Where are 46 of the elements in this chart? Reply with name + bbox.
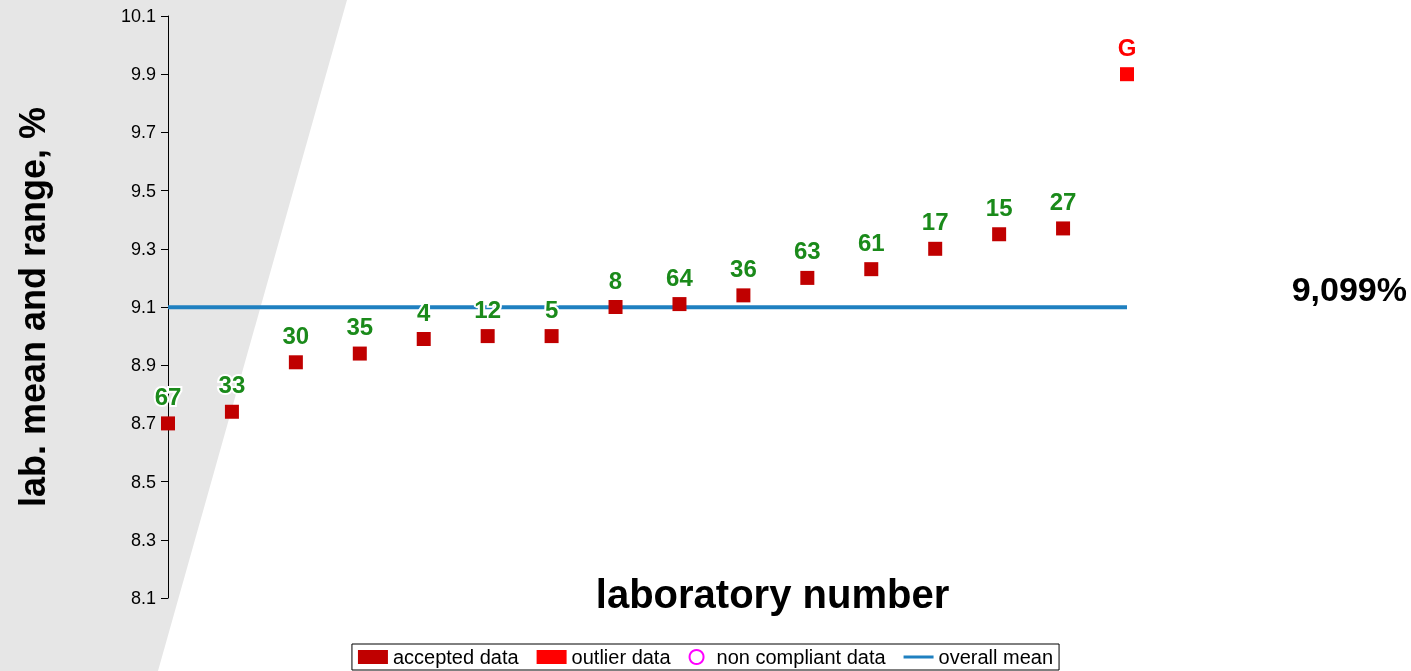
point — [1056, 221, 1071, 236]
legend-label: non compliant data — [716, 646, 887, 668]
x-tick-label: 35 — [346, 313, 374, 341]
point — [672, 297, 687, 312]
point — [864, 262, 879, 277]
point — [480, 329, 495, 344]
x-tick-label: 64 — [666, 263, 694, 291]
point — [800, 270, 815, 285]
y-tick-label: 9.3 — [130, 238, 156, 259]
legend-label: overall mean — [938, 646, 1054, 668]
legend-label: accepted data — [392, 646, 520, 668]
y-tick-label: 8.7 — [130, 413, 156, 434]
legend-label: outlier data — [571, 646, 672, 668]
point — [161, 416, 175, 431]
y-tick-label: 9.9 — [130, 64, 156, 85]
point — [544, 329, 559, 344]
y-tick-label: 10.1 — [120, 6, 156, 26]
y-axis-title: lab. mean and range, % — [11, 106, 53, 508]
point — [224, 404, 239, 419]
x-tick-label: 27 — [1049, 187, 1077, 215]
x-tick-label: 30 — [282, 321, 310, 349]
x-axis-title: laboratory number — [595, 572, 950, 616]
y-tick-label: 8.3 — [130, 529, 156, 550]
y-tick-label: 9.5 — [130, 180, 156, 201]
x-tick-label: 15 — [985, 193, 1013, 221]
x-tick-label: 63 — [793, 237, 821, 265]
y-tick-label: 8.5 — [130, 471, 156, 492]
x-tick-label: 33 — [218, 371, 246, 399]
x-tick-label: 36 — [730, 254, 757, 282]
point — [288, 355, 303, 370]
y-tick-label: 8.9 — [130, 355, 156, 376]
point — [352, 346, 367, 361]
x-tick-label: 61 — [857, 228, 885, 256]
point — [992, 227, 1007, 242]
point — [416, 332, 431, 347]
point — [928, 241, 943, 256]
x-tick-label: G — [1117, 33, 1137, 61]
x-tick-label: 17 — [921, 208, 949, 236]
point — [608, 300, 623, 314]
point — [1120, 67, 1134, 82]
y-tick-label: 8.1 — [130, 588, 156, 608]
y-tick-label: 9.7 — [130, 122, 156, 143]
point — [736, 288, 751, 303]
x-tick-label: 8 — [608, 266, 623, 294]
text: 9,099% — [1291, 270, 1408, 308]
y-tick-label: 9.1 — [130, 297, 156, 317]
